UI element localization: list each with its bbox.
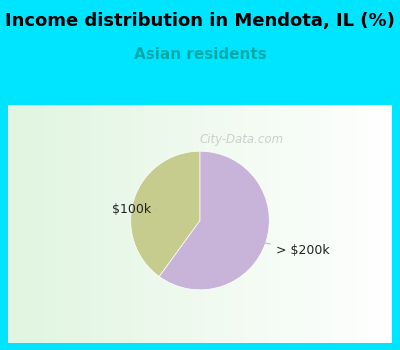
Text: City-Data.com: City-Data.com (200, 133, 284, 146)
Text: Income distribution in Mendota, IL (%): Income distribution in Mendota, IL (%) (5, 12, 395, 30)
Wedge shape (159, 151, 269, 290)
Wedge shape (131, 151, 200, 276)
Text: $100k: $100k (112, 203, 156, 216)
Text: Asian residents: Asian residents (134, 47, 266, 62)
Text: > $200k: > $200k (256, 241, 329, 257)
